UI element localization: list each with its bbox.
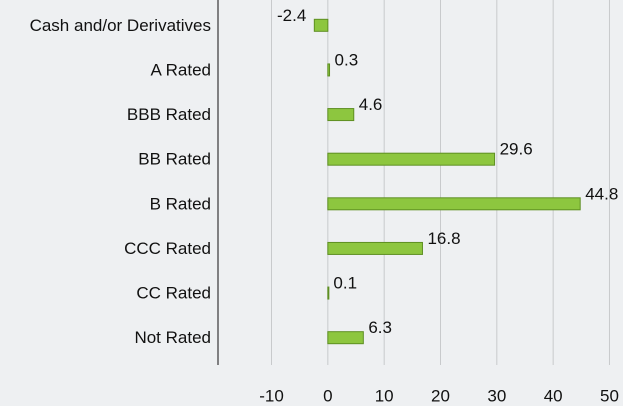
value-label: 0.1 (333, 274, 357, 293)
value-label: -2.4 (277, 6, 306, 25)
bar (327, 241, 423, 255)
bar (327, 286, 330, 300)
value-label: 16.8 (427, 229, 460, 248)
y-tick-label: BBB Rated (127, 105, 211, 124)
bar (327, 63, 331, 77)
x-tick-label: 40 (544, 386, 563, 405)
x-tick-label: 0 (323, 386, 332, 405)
x-tick-label: -10 (259, 386, 284, 405)
value-label: 4.6 (359, 95, 383, 114)
bar (327, 152, 496, 166)
y-tick-label: CC Rated (136, 284, 211, 303)
y-tick-label: BB Rated (138, 150, 211, 169)
x-tick-label: 30 (487, 386, 506, 405)
y-tick-label: A Rated (151, 60, 212, 79)
bar (313, 18, 329, 32)
y-tick-label: B Rated (150, 194, 211, 213)
y-tick-label: CCC Rated (124, 239, 211, 258)
value-label: 0.3 (335, 50, 359, 69)
value-label: 6.3 (368, 318, 392, 337)
x-tick-label: 10 (375, 386, 394, 405)
bar (327, 197, 581, 211)
bar (327, 331, 364, 345)
value-label: 29.6 (500, 140, 533, 159)
x-tick-label: 50 (600, 386, 619, 405)
y-tick-label: Not Rated (134, 328, 211, 347)
bar (327, 108, 355, 122)
value-label: 44.8 (585, 184, 618, 203)
y-tick-label: Cash and/or Derivatives (30, 16, 211, 35)
x-tick-label: 20 (431, 386, 450, 405)
